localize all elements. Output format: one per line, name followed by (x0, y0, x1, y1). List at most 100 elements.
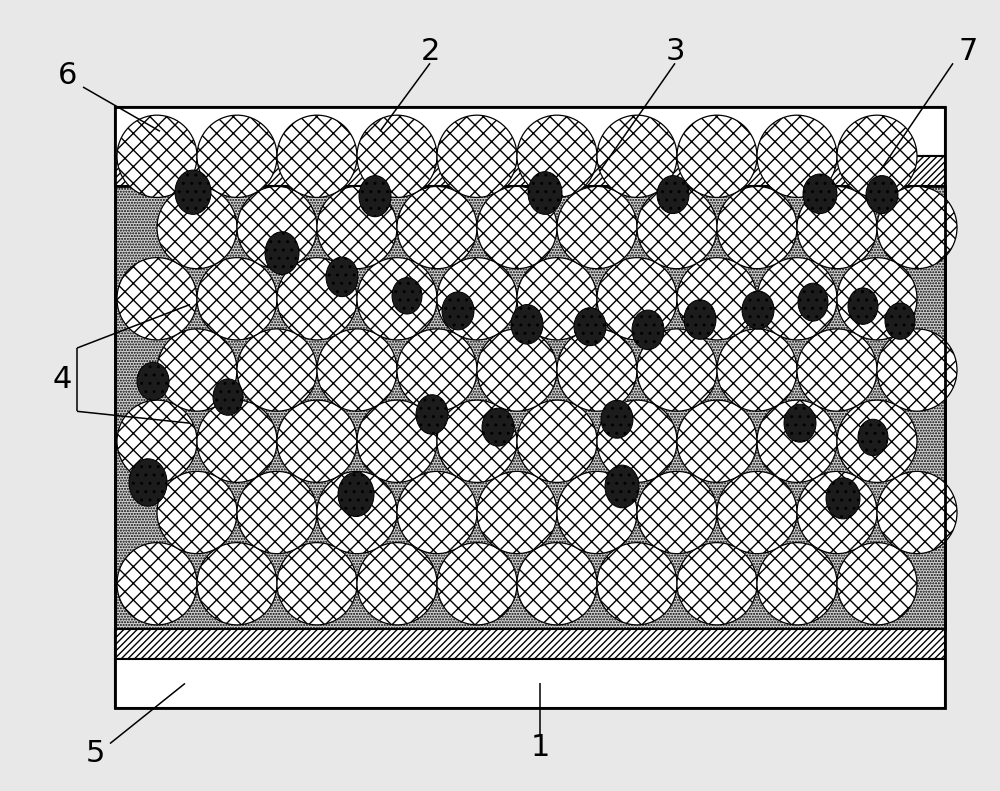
Ellipse shape (866, 176, 898, 214)
Ellipse shape (557, 471, 637, 554)
Ellipse shape (482, 408, 514, 446)
Ellipse shape (757, 400, 837, 483)
Ellipse shape (858, 419, 888, 456)
Ellipse shape (477, 471, 557, 554)
Ellipse shape (803, 174, 837, 214)
Bar (115, 186, 945, 629)
Ellipse shape (397, 329, 477, 411)
Ellipse shape (605, 465, 639, 508)
Ellipse shape (317, 329, 397, 411)
Bar (115, 107, 945, 708)
Ellipse shape (237, 187, 317, 269)
Ellipse shape (742, 291, 774, 329)
Ellipse shape (637, 187, 717, 269)
Ellipse shape (437, 543, 517, 625)
Ellipse shape (157, 471, 237, 554)
Ellipse shape (437, 400, 517, 483)
Ellipse shape (757, 543, 837, 625)
Ellipse shape (277, 400, 357, 483)
Text: 3: 3 (665, 37, 685, 66)
Ellipse shape (477, 329, 557, 411)
Ellipse shape (317, 187, 397, 269)
Ellipse shape (657, 176, 689, 214)
Text: 6: 6 (58, 61, 78, 89)
Bar (115, 659, 945, 708)
Ellipse shape (684, 300, 716, 339)
Ellipse shape (677, 400, 757, 483)
Ellipse shape (528, 172, 562, 214)
Ellipse shape (277, 115, 357, 198)
Ellipse shape (597, 258, 677, 340)
Ellipse shape (117, 258, 197, 340)
Bar (115, 629, 945, 659)
Ellipse shape (637, 471, 717, 554)
Ellipse shape (477, 187, 557, 269)
Ellipse shape (416, 395, 448, 434)
Ellipse shape (397, 187, 477, 269)
Bar (115, 156, 945, 186)
Ellipse shape (517, 400, 597, 483)
Ellipse shape (359, 176, 391, 217)
Text: 4: 4 (52, 365, 72, 394)
Ellipse shape (717, 471, 797, 554)
Ellipse shape (837, 115, 917, 198)
Ellipse shape (677, 543, 757, 625)
Ellipse shape (557, 187, 637, 269)
Ellipse shape (837, 400, 917, 483)
Text: 5: 5 (85, 739, 105, 767)
Ellipse shape (277, 543, 357, 625)
Ellipse shape (632, 310, 664, 350)
Ellipse shape (837, 258, 917, 340)
Ellipse shape (848, 288, 878, 324)
Text: 2: 2 (420, 37, 440, 66)
Ellipse shape (597, 543, 677, 625)
Ellipse shape (557, 329, 637, 411)
Ellipse shape (597, 115, 677, 198)
Ellipse shape (877, 187, 957, 269)
Ellipse shape (677, 258, 757, 340)
Ellipse shape (117, 543, 197, 625)
Ellipse shape (197, 258, 277, 340)
Ellipse shape (757, 115, 837, 198)
Ellipse shape (757, 258, 837, 340)
Text: 1: 1 (530, 733, 550, 762)
Ellipse shape (326, 257, 358, 297)
Ellipse shape (237, 329, 317, 411)
Bar (115, 107, 945, 156)
Ellipse shape (397, 471, 477, 554)
Ellipse shape (357, 400, 437, 483)
Ellipse shape (317, 471, 397, 554)
Ellipse shape (837, 543, 917, 625)
Ellipse shape (237, 471, 317, 554)
Ellipse shape (197, 400, 277, 483)
Ellipse shape (511, 305, 543, 344)
Ellipse shape (437, 258, 517, 340)
Ellipse shape (157, 329, 237, 411)
Text: 7: 7 (958, 37, 978, 66)
Ellipse shape (717, 329, 797, 411)
Ellipse shape (717, 187, 797, 269)
Ellipse shape (197, 115, 277, 198)
Ellipse shape (277, 258, 357, 340)
Ellipse shape (574, 308, 606, 346)
Ellipse shape (213, 379, 243, 415)
Ellipse shape (601, 400, 633, 438)
Ellipse shape (117, 115, 197, 198)
Ellipse shape (357, 258, 437, 340)
Ellipse shape (197, 543, 277, 625)
Ellipse shape (517, 543, 597, 625)
Bar (115, 186, 945, 629)
Ellipse shape (117, 400, 197, 483)
Ellipse shape (798, 283, 828, 321)
Ellipse shape (157, 187, 237, 269)
Ellipse shape (637, 329, 717, 411)
Ellipse shape (826, 478, 860, 519)
Ellipse shape (137, 362, 169, 400)
Ellipse shape (265, 232, 299, 274)
Ellipse shape (784, 404, 816, 442)
Ellipse shape (338, 472, 374, 517)
Ellipse shape (797, 329, 877, 411)
Ellipse shape (357, 115, 437, 198)
Ellipse shape (442, 292, 474, 330)
Ellipse shape (175, 170, 211, 214)
